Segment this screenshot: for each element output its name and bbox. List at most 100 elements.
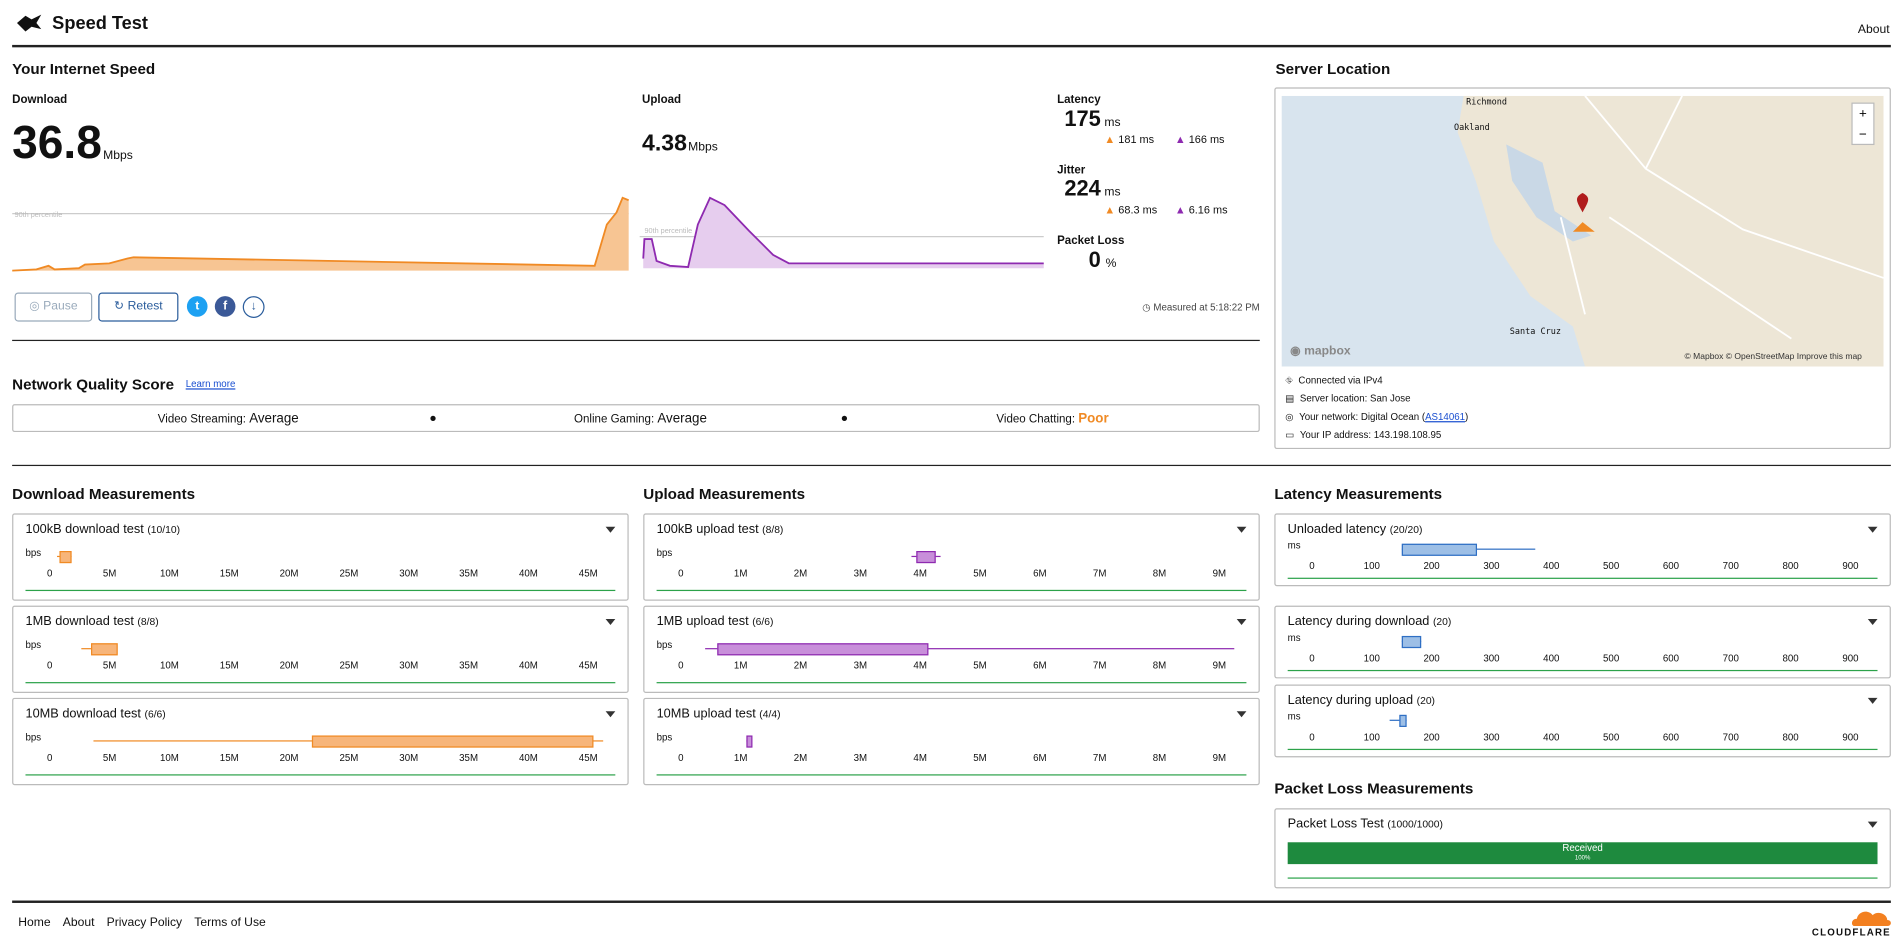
value: Average xyxy=(657,411,707,426)
count: (8/8) xyxy=(762,523,784,536)
axis-tick-label: 4M xyxy=(913,567,927,579)
expand-arrow[interactable] xyxy=(1867,697,1878,704)
jitter-up: ▲ 6.16 ms xyxy=(1174,203,1228,217)
jitter-value: 224 xyxy=(1064,175,1101,201)
pause-button[interactable]: ◎ Pause xyxy=(14,292,93,322)
info-row: ◎ Your network: Digital Ocean (AS14061) xyxy=(1285,411,1469,423)
about-link[interactable]: About xyxy=(1857,23,1890,37)
axis-tick-label: 900 xyxy=(1842,652,1859,664)
axis-tick-label: 7M xyxy=(1092,752,1107,764)
axis-tick-label: 8M xyxy=(1152,752,1167,764)
section-title: Server Location xyxy=(1275,60,1391,78)
label: Pause xyxy=(43,299,78,314)
axis-tick-label: 800 xyxy=(1782,652,1799,664)
baseline xyxy=(1287,748,1878,751)
axis-tick-label: 800 xyxy=(1782,731,1799,743)
label: 100kB download test xyxy=(25,521,144,537)
label: Measured at xyxy=(1153,302,1208,314)
learn-more[interactable]: Learn more xyxy=(185,378,236,390)
improve[interactable]: Improve this map xyxy=(1796,353,1862,362)
upload-unit: Mbps xyxy=(688,140,718,155)
axis-tick-label: 40M xyxy=(518,660,538,672)
axis-tick-label: 900 xyxy=(1842,560,1859,572)
expand-arrow[interactable] xyxy=(605,618,616,626)
axis-tick-label: 20M xyxy=(279,660,299,672)
expand-arrow[interactable] xyxy=(1236,618,1247,626)
count: (6/6) xyxy=(752,615,774,628)
axis-tick-label: 3M xyxy=(853,567,868,579)
count: (8/8) xyxy=(137,615,159,628)
axis-tick-label: 500 xyxy=(1603,731,1620,743)
baseline xyxy=(656,774,1247,776)
axis-tick-label: 5M xyxy=(102,660,117,672)
map-logo: ◉ mapbox xyxy=(1290,344,1351,359)
axis-tick-label: 600 xyxy=(1662,652,1680,664)
label: 1MB upload test xyxy=(656,614,749,629)
count: (1000/1000) xyxy=(1387,818,1443,831)
expand-arrow[interactable] xyxy=(1236,526,1247,533)
baseline xyxy=(1287,877,1878,879)
place: Santa Cruz xyxy=(1509,326,1561,337)
axis-tick-label: 300 xyxy=(1483,731,1500,743)
test-card: Latency during upload (20) ms 0 100 200 300 40… xyxy=(1274,684,1891,758)
packet-loss-unit: % xyxy=(1105,257,1117,271)
axis-unit: bps xyxy=(656,639,673,651)
percentile-label: 90th percentile xyxy=(644,228,693,236)
footer-link[interactable]: About xyxy=(62,916,95,930)
count: (6/6) xyxy=(144,707,166,720)
axis-tick-label: 0 xyxy=(1309,652,1315,664)
time: 5:18:22 PM xyxy=(1210,302,1260,314)
axis-tick-label: 40M xyxy=(518,567,538,579)
axis-tick-label: 5M xyxy=(102,567,117,579)
axis-tick-label: 5M xyxy=(973,752,987,764)
retest-button[interactable]: ↻ Retest xyxy=(98,292,179,322)
cloudflare-cloud xyxy=(1851,911,1891,927)
label: Latency during upload xyxy=(1287,692,1414,708)
expand-arrow[interactable] xyxy=(1867,526,1878,533)
axis-tick-label: 10M xyxy=(159,660,179,672)
card-title: 100kB download test (10/10) xyxy=(25,522,180,537)
footer-link[interactable]: Terms of Use xyxy=(194,916,266,930)
app-title: Speed Test xyxy=(52,13,148,34)
section-title: Latency Measurements xyxy=(1274,485,1443,503)
download-button[interactable]: ↓ xyxy=(242,296,265,318)
divider xyxy=(12,339,1260,342)
axis-unit: ms xyxy=(1287,711,1301,723)
label: 10MB upload test xyxy=(656,706,756,721)
axis-tick-label: 1M xyxy=(733,567,748,579)
baseline xyxy=(1287,669,1878,672)
axis-tick-label: 15M xyxy=(219,567,239,579)
facebook-button[interactable]: f xyxy=(214,296,236,317)
axis-tick-label: 8M xyxy=(1152,567,1167,579)
svg-text:+: + xyxy=(1859,106,1867,121)
axis-tick-label: 2M xyxy=(793,752,808,764)
twitter-button[interactable]: t xyxy=(186,296,208,317)
axis-tick-label: 35M xyxy=(459,752,479,764)
divider xyxy=(12,900,1891,903)
expand-arrow[interactable] xyxy=(1236,711,1247,718)
card-title: Latency during download (20) xyxy=(1288,614,1452,629)
axis-tick-label: 1M xyxy=(733,752,748,764)
latency-label: Latency xyxy=(1057,93,1101,107)
card-title: Unloaded latency (20/20) xyxy=(1288,522,1423,537)
asn-link[interactable]: AS14061 xyxy=(1425,411,1466,423)
expand-arrow[interactable] xyxy=(605,526,616,533)
box xyxy=(717,643,929,656)
expand-arrow[interactable] xyxy=(605,711,616,718)
latency-down: ▲ 181 ms xyxy=(1104,133,1155,146)
expand-arrow[interactable] xyxy=(1867,618,1878,626)
label: Unloaded latency xyxy=(1287,521,1387,537)
section-title: Download Measurements xyxy=(12,485,196,503)
svg-text:−: − xyxy=(1859,126,1867,141)
download-chart xyxy=(12,196,630,272)
expand-arrow[interactable] xyxy=(1867,821,1878,828)
footer-link[interactable]: Privacy Policy xyxy=(106,916,183,930)
axis-unit: ms xyxy=(1287,540,1301,551)
box xyxy=(59,550,72,564)
footer-link[interactable]: Home xyxy=(18,916,51,930)
info-row: ▤ Server location: San Jose xyxy=(1285,393,1411,405)
card-title: 100kB upload test (8/8) xyxy=(657,522,784,537)
axis-tick-label: 10M xyxy=(159,567,179,579)
axis-tick-label: 1M xyxy=(733,660,748,672)
label: Video Streaming: xyxy=(157,412,247,426)
